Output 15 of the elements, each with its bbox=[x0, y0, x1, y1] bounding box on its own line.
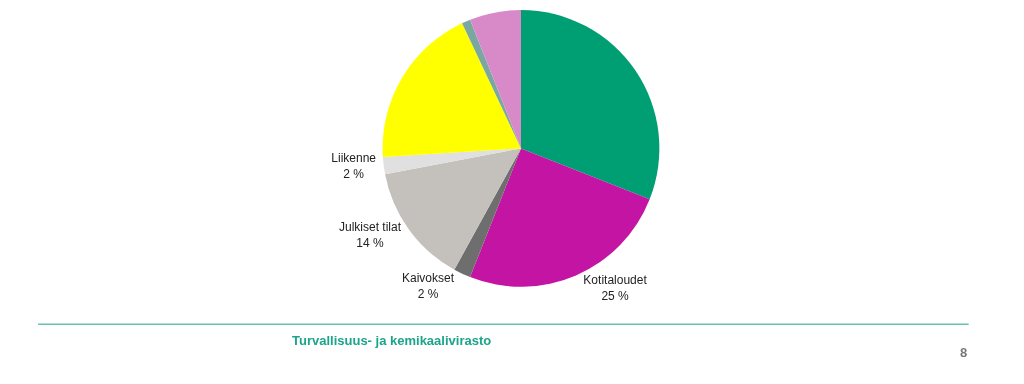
pie-slice bbox=[470, 10, 521, 149]
slice-label: Julkiset tilat bbox=[338, 220, 402, 235]
data-label: 25 % bbox=[601, 288, 630, 303]
text: Turvallisuus- ja kemikaalivirasto bbox=[292, 333, 492, 348]
pie-slice bbox=[470, 148, 650, 287]
pie-slice bbox=[521, 10, 660, 200]
slice-label: Kotitaloudet bbox=[583, 273, 648, 288]
slice-label: Liikenne bbox=[331, 151, 377, 166]
pie-slice bbox=[382, 23, 521, 158]
pie-slice bbox=[454, 148, 521, 278]
data-label: 2 % bbox=[343, 166, 365, 181]
data-label: 14 % bbox=[356, 235, 384, 250]
data-label: 2 % bbox=[417, 286, 439, 301]
slice-label: Kaivokset bbox=[401, 270, 455, 285]
text: 8 bbox=[960, 345, 968, 360]
